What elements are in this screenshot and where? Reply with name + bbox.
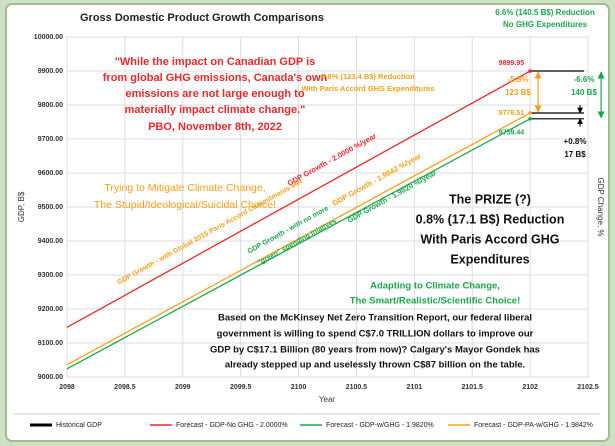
annotation: With Paris Accord GHG Expenditures (301, 84, 434, 93)
annotation: emissions are not large enough to (125, 88, 304, 100)
annotation: Expenditures (450, 252, 529, 266)
series-line (66, 118, 531, 370)
end-point (528, 116, 532, 121)
x-tick-label: 2100.5 (346, 384, 368, 391)
annotation: -5.8% (508, 75, 529, 84)
annotation: No GHG Expenditures (503, 20, 588, 29)
y-tick-label: 9400.00 (38, 238, 63, 245)
annotation: The Stupid/Ideological/Suicidal Choice! (94, 199, 276, 211)
x-tick-label: 2102.5 (577, 384, 599, 391)
annotation: +0.8% (564, 137, 587, 146)
annotation: -6.6% (574, 75, 595, 84)
annotation: 123 B$ (505, 88, 531, 97)
annotation: GDP by C$17.1 Billion (80 years from now… (210, 345, 540, 356)
end-point (528, 69, 532, 73)
x-tick-label: 2101.5 (462, 384, 484, 391)
end-point (528, 111, 532, 115)
annotation: materially impact climate change." (125, 104, 306, 116)
annotation: 6.6% (140.5 B$) Reduction (495, 8, 595, 17)
y-tick-label: 9000.00 (38, 374, 63, 381)
end-value-label: 9899.95 (499, 60, 524, 67)
series-line (66, 70, 531, 328)
annotation: 0.8% (17.1 B$) Reduction (416, 212, 565, 226)
y-tick-label: 9600.00 (38, 170, 63, 177)
annotation: government is willing to spend C$7.0 TRI… (217, 329, 534, 340)
legend-label: Forecast - GDP-No GHG - 2.0000% (176, 422, 288, 429)
end-value-label: 9759.44 (499, 130, 524, 137)
annotation: Trying to Mitigate Climate Change, (104, 182, 265, 194)
x-tick-label: 2098 (59, 384, 75, 391)
annotation: 140 B$ (571, 88, 597, 97)
annotation: "While the impact on Canadian GDP is (115, 56, 316, 68)
x-axis-label: Year (319, 395, 336, 404)
y-tick-label: 10000.00 (34, 34, 63, 41)
annotation: 5.8% (123.4 B$) Reduction (321, 72, 415, 81)
y-tick-label: 9800.00 (38, 102, 63, 109)
legend-label: Forecast - GDP-PA-w/GHG - 1.9842% (474, 422, 593, 429)
y-tick-label: 9500.00 (38, 204, 63, 211)
y-tick-label: 9900.00 (38, 68, 63, 75)
y-tick-label: 9700.00 (38, 136, 63, 143)
x-tick-label: 2099 (175, 384, 191, 391)
y-tick-label: 9300.00 (38, 272, 63, 279)
y-tick-label: 9100.00 (38, 340, 63, 347)
x-tick-label: 2100 (291, 384, 307, 391)
annotation: from global GHG emissions, Canada's own (103, 72, 328, 84)
annotation: The Smart/Realistic/Scientific Choice! (350, 296, 521, 307)
y2-axis-label: GDP Change, % (596, 178, 605, 237)
chart-title: Gross Domestic Product Growth Comparison… (80, 12, 324, 24)
annotation: The PRIZE (?) (449, 192, 531, 206)
legend-label: Historical GDP (56, 422, 102, 429)
annotation: 17 B$ (564, 150, 586, 159)
annotation: PBO, November 8th, 2022 (148, 121, 282, 133)
x-tick-label: 2099.5 (230, 384, 252, 391)
x-tick-label: 2102 (522, 384, 538, 391)
annotation: Adapting to Climate Change, (370, 281, 500, 292)
end-value-label: 9776.51 (499, 110, 524, 117)
annotation: With Paris Accord GHG (420, 232, 559, 246)
x-tick-label: 2098.5 (114, 384, 136, 391)
series-line (66, 112, 531, 366)
x-tick-label: 2101 (407, 384, 423, 391)
annotation: Based on the McKinsey Net Zero Transitio… (218, 313, 532, 324)
annotation: already stepped up and uselessly thrown … (225, 360, 525, 371)
legend-label: Forecast - GDP-w/GHG - 1.9820% (326, 422, 434, 429)
y-axis-label: GDP, B$ (17, 191, 26, 222)
y-tick-label: 9200.00 (38, 306, 63, 313)
